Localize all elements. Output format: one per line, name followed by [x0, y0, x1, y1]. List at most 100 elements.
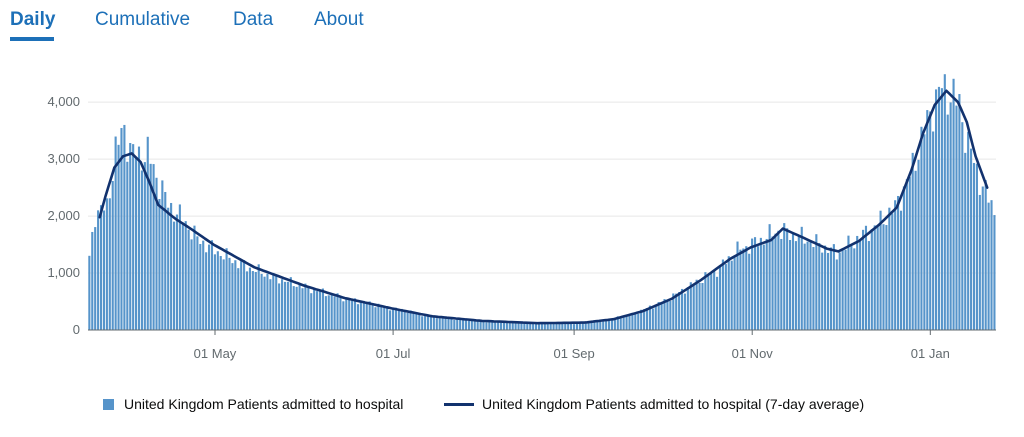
bar — [672, 293, 675, 330]
bar — [94, 227, 97, 330]
bar — [850, 244, 853, 330]
bar — [245, 271, 249, 330]
bar — [774, 233, 777, 330]
tab-daily[interactable]: Daily — [10, 9, 56, 30]
bar — [923, 134, 926, 330]
bar — [184, 221, 187, 330]
bar — [718, 265, 722, 330]
bar — [371, 305, 374, 330]
bar — [228, 257, 231, 330]
bar — [263, 276, 266, 330]
bar — [952, 78, 955, 330]
bar — [660, 303, 663, 330]
bar — [680, 288, 684, 330]
bar — [514, 322, 517, 330]
bar — [610, 318, 614, 330]
bar — [391, 308, 395, 330]
bar — [234, 260, 237, 330]
y-tick-label: 4,000 — [47, 94, 80, 109]
bar — [701, 283, 704, 330]
bar — [406, 312, 409, 330]
bar — [759, 237, 762, 330]
bar — [283, 281, 287, 330]
bar — [202, 240, 205, 330]
bar — [111, 181, 114, 330]
bar — [444, 318, 447, 330]
bar — [167, 207, 170, 330]
bar — [859, 240, 862, 330]
bar — [666, 300, 669, 330]
bar — [932, 131, 935, 330]
bar — [502, 322, 506, 330]
bar — [450, 318, 453, 330]
bar — [362, 300, 365, 330]
bar — [208, 244, 211, 330]
bar — [870, 229, 873, 330]
bar — [710, 273, 713, 330]
legend-swatch-line — [444, 402, 474, 406]
bar — [105, 198, 108, 330]
bar — [605, 320, 608, 330]
bar — [905, 179, 908, 330]
tab-data[interactable]: Data — [233, 9, 274, 30]
bar — [426, 314, 430, 330]
bar — [108, 198, 111, 330]
bar — [856, 235, 859, 330]
bar — [295, 286, 298, 330]
legend-item-line[interactable]: United Kingdom Patients admitted to hosp… — [444, 396, 864, 412]
bar — [590, 322, 593, 330]
bar — [386, 306, 389, 330]
bar — [126, 161, 129, 330]
bar — [643, 309, 646, 330]
bar — [321, 288, 324, 330]
bar — [368, 301, 371, 330]
axes: 0 1,000 2,000 3,000 4,000 01 May 01 Jul 01 Sep 0… — [47, 94, 996, 361]
bar — [622, 317, 625, 330]
legend-item-bars[interactable]: United Kingdom Patients admitted to hosp… — [103, 396, 403, 412]
bar — [231, 263, 234, 330]
bar — [648, 305, 651, 330]
bar — [567, 322, 570, 330]
bar — [546, 323, 549, 330]
bar — [838, 252, 841, 330]
bar — [902, 186, 905, 330]
bar — [970, 148, 973, 330]
legend-label-bars: United Kingdom Patients admitted to hosp… — [124, 396, 404, 412]
tab-bar: Daily Cumulative Data About — [0, 0, 1024, 44]
bar — [537, 322, 541, 330]
tab-about[interactable]: About — [314, 9, 364, 30]
y-tick-label: 2,000 — [47, 208, 80, 223]
bar — [491, 321, 494, 330]
bar — [205, 252, 208, 330]
legend-label-line: United Kingdom Patients admitted to hosp… — [482, 396, 865, 412]
bar — [473, 319, 476, 330]
bar — [873, 225, 876, 330]
bar — [120, 128, 123, 330]
bar — [824, 245, 827, 330]
bar — [351, 299, 354, 330]
bar — [275, 274, 278, 330]
bar — [549, 323, 552, 330]
bar — [286, 281, 289, 330]
bar — [345, 297, 348, 330]
bar — [470, 320, 473, 330]
average-line-series — [98, 89, 989, 325]
bar — [689, 282, 692, 330]
bar — [462, 319, 465, 330]
bar — [459, 318, 462, 330]
bar — [164, 191, 167, 330]
average-line — [98, 89, 989, 325]
bar — [821, 252, 824, 330]
tab-cumulative[interactable]: Cumulative — [95, 9, 191, 30]
bar — [91, 231, 94, 330]
bar — [318, 290, 322, 330]
bar — [213, 254, 216, 330]
bar — [499, 322, 503, 330]
bar — [645, 308, 649, 330]
bar — [657, 302, 660, 330]
bar — [640, 309, 643, 330]
bar — [800, 226, 803, 330]
bar — [99, 205, 103, 330]
bar — [400, 308, 403, 330]
bar — [616, 316, 619, 330]
